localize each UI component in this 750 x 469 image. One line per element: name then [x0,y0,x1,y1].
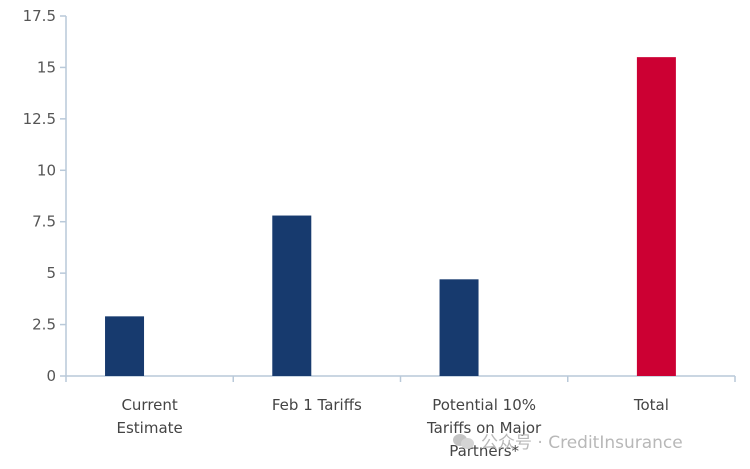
y-tick-label: 7.5 [32,213,56,231]
y-tick-label: 2.5 [32,316,56,334]
watermark: 公众号 · CreditInsurance [453,428,683,453]
bar [105,316,145,376]
category-label: Feb 1 Tariffs [272,396,362,414]
bar [272,215,312,376]
y-tick-label: 15 [37,58,56,76]
watermark-text: 公众号 · CreditInsurance [481,433,683,453]
category-label: Estimate [116,419,182,437]
y-tick-label: 10 [37,161,56,179]
category-labels: Current Estimate Feb 1 Tariffs Potential 10… [116,396,668,460]
category-label: Potential 10% [432,396,536,414]
category-label: Total [633,396,669,414]
category-label: Current [121,396,177,414]
bars [105,57,676,377]
bar [439,279,479,376]
y-axis: 0 2.5 5 7.5 10 12.5 15 17.5 [23,7,67,385]
y-tick-label: 12.5 [23,110,56,128]
category-label: Tariffs on Major [426,419,542,437]
x-axis [65,375,736,382]
y-tick-label: 0 [46,367,56,385]
y-tick-label: 17.5 [23,7,56,25]
bar [636,57,676,377]
wechat-icon [453,432,475,450]
y-tick-label: 5 [46,264,56,282]
